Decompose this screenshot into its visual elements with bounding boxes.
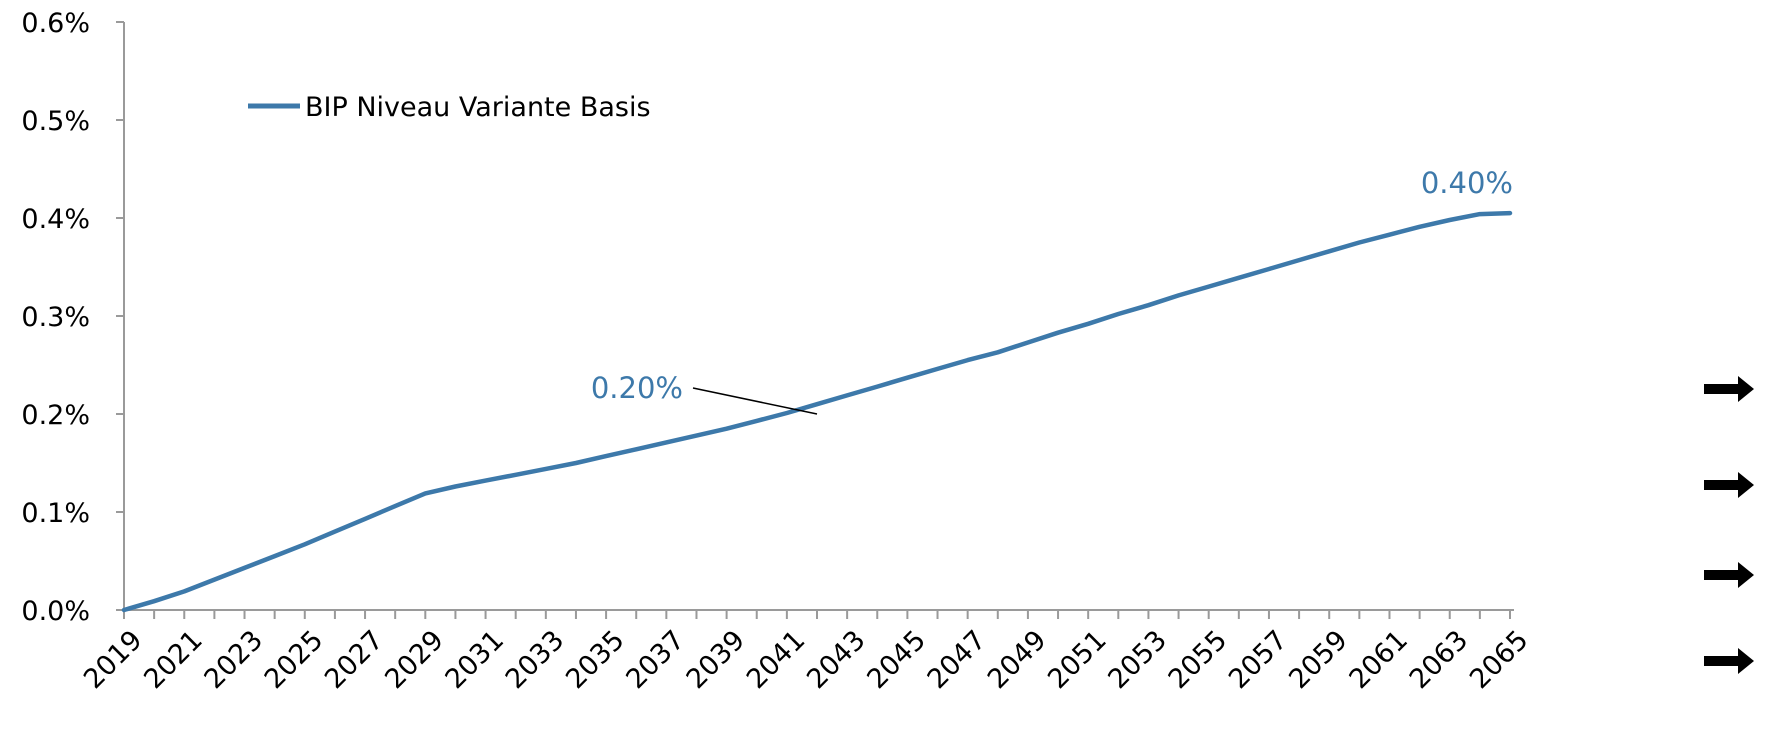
x-tick-label: 2037 (620, 625, 691, 696)
x-tick-label: 2021 (138, 625, 209, 696)
x-tick-label: 2047 (922, 625, 993, 696)
y-tick-label: 0.1% (21, 498, 90, 529)
x-tick-label: 2023 (199, 625, 270, 696)
y-tick-label: 0.0% (21, 596, 90, 627)
x-tick-label: 2051 (1042, 625, 1113, 696)
series-line (121, 210, 1513, 613)
right-arrow-icon (1704, 648, 1754, 674)
x-tick-label: 2063 (1404, 625, 1475, 696)
right-arrow-icon (1704, 376, 1754, 402)
x-tick-label: 2041 (741, 625, 812, 696)
axes (116, 21, 1514, 619)
right-arrow-icon (1704, 472, 1754, 498)
legend: BIP Niveau Variante Basis (248, 92, 651, 123)
annotation-label: 0.40% (1421, 166, 1513, 200)
x-tick-label: 2053 (1102, 625, 1173, 696)
x-tick-label: 2059 (1283, 625, 1354, 696)
x-tick-label: 2039 (681, 625, 752, 696)
y-tick-label: 0.5% (21, 106, 90, 137)
x-tick-label: 2055 (1163, 625, 1234, 696)
legend-label: BIP Niveau Variante Basis (305, 92, 651, 123)
x-tick-label: 2035 (560, 625, 631, 696)
x-tick-label: 2065 (1464, 625, 1535, 696)
annotations: 0.20% 0.40% (591, 166, 1513, 415)
x-tick-label: 2033 (500, 625, 571, 696)
x-tick-label: 2043 (801, 625, 872, 696)
x-tick-labels: 2019202120232025202720292031203320352037… (78, 625, 1535, 696)
y-tick-label: 0.2% (21, 400, 90, 431)
x-tick-label: 2019 (78, 625, 149, 696)
annotation-leader-line (692, 387, 818, 415)
x-tick-label: 2027 (319, 625, 390, 696)
annotation-label: 0.20% (591, 371, 683, 405)
side-arrows (1704, 376, 1754, 674)
x-tick-label: 2031 (440, 625, 511, 696)
x-tick-label: 2061 (1343, 625, 1414, 696)
y-tick-labels: 0.0% 0.1% 0.2% 0.3% 0.4% 0.5% 0.6% (21, 8, 90, 627)
series-lines (121, 210, 1513, 613)
x-tick-label: 2029 (379, 625, 450, 696)
y-tick-label: 0.6% (21, 8, 90, 39)
y-tick-label: 0.4% (21, 204, 90, 235)
right-arrow-icon (1704, 562, 1754, 588)
x-tick-label: 2025 (259, 625, 330, 696)
x-tick-label: 2045 (861, 625, 932, 696)
x-tick-label: 2049 (982, 625, 1053, 696)
y-tick-label: 0.3% (21, 302, 90, 333)
x-tick-label: 2057 (1223, 625, 1294, 696)
